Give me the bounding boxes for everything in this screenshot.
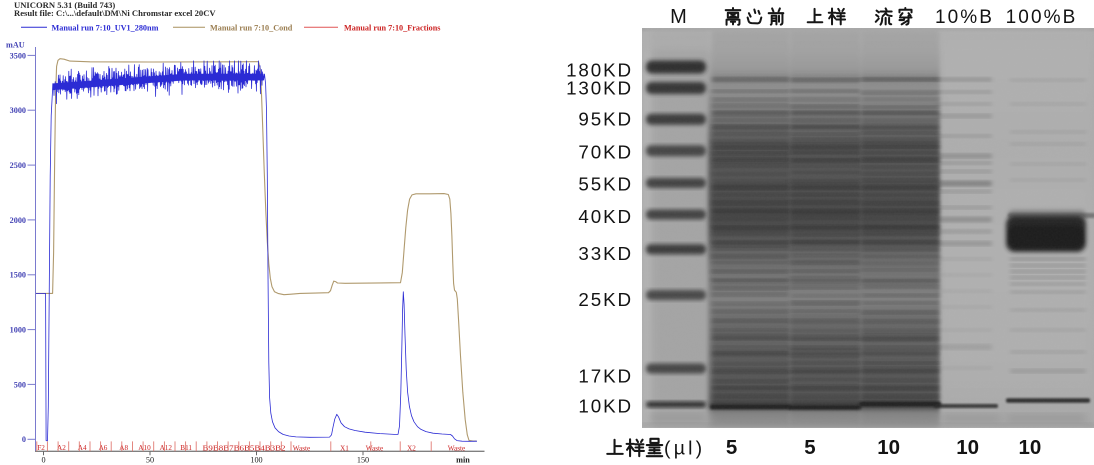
svg-text:55KD: 55KD (578, 173, 633, 194)
svg-text:100%B: 100%B (1006, 7, 1078, 28)
svg-text:(µl): (µl) (664, 438, 705, 460)
svg-text:3500: 3500 (10, 51, 26, 60)
svg-text:Waste: Waste (293, 444, 310, 452)
svg-text:Manual run 7:10_Fractions: Manual run 7:10_Fractions (344, 24, 440, 33)
svg-text:X2: X2 (407, 444, 416, 452)
svg-text:1000: 1000 (10, 326, 26, 335)
svg-text:10: 10 (956, 436, 979, 459)
svg-text:130KD: 130KD (566, 77, 633, 98)
svg-text:1500: 1500 (10, 271, 26, 280)
svg-text:Result file: C:\...\default\DM: Result file: C:\...\default\DM\Ni Chroms… (14, 8, 216, 18)
svg-text:2500: 2500 (10, 161, 26, 170)
svg-text:10KD: 10KD (578, 395, 633, 416)
svg-text:33KD: 33KD (578, 243, 633, 264)
svg-text:A2: A2 (57, 444, 66, 452)
svg-text:A8: A8 (119, 444, 128, 452)
svg-text:0: 0 (41, 456, 45, 465)
svg-text:50: 50 (146, 456, 154, 465)
svg-text:Waste: Waste (448, 444, 465, 452)
svg-text:UNICORN 5.31 (Build 743): UNICORN 5.31 (Build 743) (14, 0, 115, 10)
svg-text:150: 150 (357, 456, 369, 465)
svg-text:A4: A4 (78, 444, 87, 452)
svg-text:100: 100 (250, 456, 262, 465)
svg-text:40KD: 40KD (578, 206, 633, 227)
svg-text:70KD: 70KD (578, 141, 633, 162)
svg-text:X1: X1 (340, 444, 349, 452)
svg-text:M: M (670, 6, 687, 28)
svg-text:3000: 3000 (10, 106, 26, 115)
svg-text:0: 0 (22, 435, 26, 444)
svg-text:25KD: 25KD (578, 289, 633, 310)
svg-text:Waste: Waste (366, 444, 383, 452)
svg-text:95KD: 95KD (578, 109, 633, 130)
svg-text:Manual run 7:10_UV1_280nm: Manual run 7:10_UV1_280nm (52, 24, 159, 33)
svg-text:F2: F2 (37, 444, 45, 452)
svg-text:17KD: 17KD (578, 365, 633, 386)
svg-text:10%B: 10%B (935, 7, 994, 28)
svg-text:2000: 2000 (10, 216, 26, 225)
svg-text:A10: A10 (138, 444, 151, 452)
svg-text:A12: A12 (160, 444, 173, 452)
svg-text:5: 5 (726, 436, 737, 459)
svg-text:mAU: mAU (6, 41, 25, 50)
svg-text:Manual run 7:10_Cond: Manual run 7:10_Cond (210, 24, 293, 33)
svg-text:5: 5 (804, 436, 815, 459)
svg-text:B11: B11 (180, 444, 192, 452)
svg-text:A6: A6 (99, 444, 108, 452)
svg-text:B9B8B7B6B5B4B3B2: B9B8B7B6B5B4B3B2 (203, 444, 286, 452)
svg-text:min: min (456, 456, 470, 465)
svg-text:500: 500 (14, 380, 26, 389)
svg-text:10: 10 (1018, 436, 1041, 459)
svg-text:10: 10 (877, 436, 900, 459)
svg-text:180KD: 180KD (566, 60, 633, 81)
